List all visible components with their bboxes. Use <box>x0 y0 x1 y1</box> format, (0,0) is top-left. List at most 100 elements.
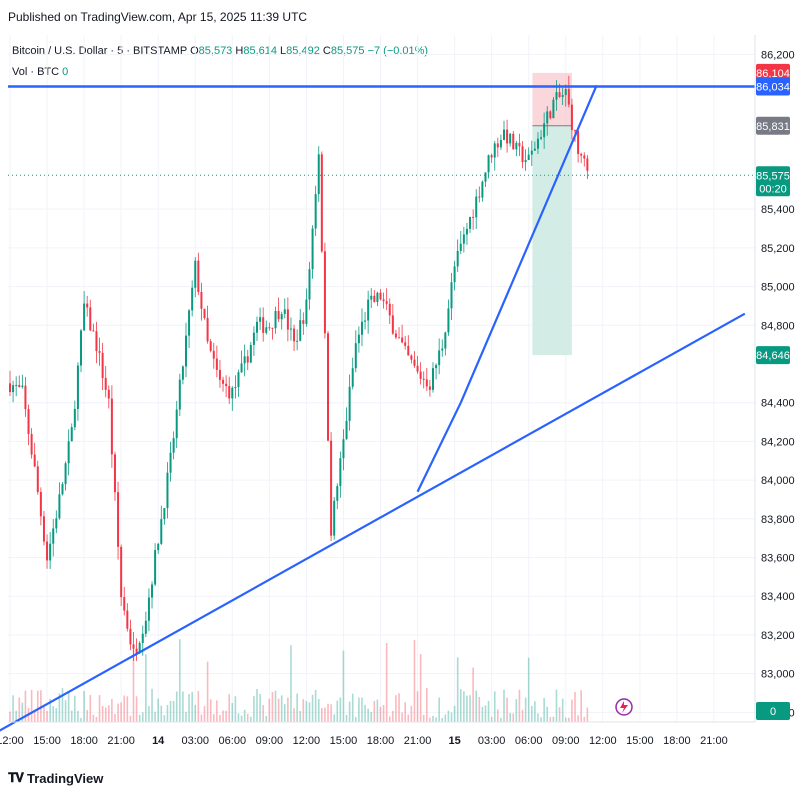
candle-body <box>493 143 496 158</box>
candle-body <box>444 332 447 349</box>
volume-bar <box>361 697 363 722</box>
candle-body <box>110 398 113 455</box>
volume-bar <box>30 689 33 722</box>
candle-body <box>274 310 277 329</box>
volume-bar <box>101 706 104 722</box>
candle-body <box>289 328 292 330</box>
volume-bar <box>385 643 388 722</box>
volume-bar <box>12 695 14 722</box>
candle-body <box>67 441 70 464</box>
candle-body <box>296 340 299 342</box>
candle-body <box>215 358 218 370</box>
candle-body <box>83 303 86 331</box>
volume-bar <box>540 717 542 722</box>
x-tick-label: 09:00 <box>256 735 284 747</box>
y-tick-label: 85,000 <box>761 282 795 294</box>
candle-body <box>249 344 252 363</box>
volume-bar <box>435 717 437 722</box>
volume-bar <box>466 695 468 722</box>
volume-bar <box>225 710 227 722</box>
candle-body <box>450 282 453 309</box>
volume-bar <box>447 710 450 722</box>
candle-body <box>283 309 286 315</box>
candle-body <box>280 314 283 320</box>
volume-bar <box>166 704 169 722</box>
candle-body <box>360 321 363 335</box>
volume-bar <box>330 704 332 722</box>
volume-bar <box>379 706 382 722</box>
price-badge <box>756 116 790 135</box>
volume-bar <box>132 647 135 722</box>
volume-bar <box>577 715 579 722</box>
volume-bar <box>345 714 348 722</box>
candle-body <box>188 310 191 336</box>
volume-bar <box>104 707 107 722</box>
footer-brand[interactable]: 𝐓𝐕 TradingView <box>8 770 103 786</box>
volume-bar <box>234 696 237 722</box>
candle-body <box>370 295 373 300</box>
replay-icon[interactable] <box>615 698 633 716</box>
candle-body <box>76 365 79 409</box>
volume-bar <box>484 705 487 722</box>
volume-bar <box>422 714 425 722</box>
candle-body <box>416 365 419 372</box>
candle-body <box>342 439 345 459</box>
candle-body <box>194 260 197 288</box>
volume-bar <box>49 698 51 722</box>
price-badge <box>756 166 790 197</box>
candle-body <box>327 333 330 441</box>
candle-body <box>132 644 135 649</box>
candle-body <box>333 500 336 536</box>
candle-body <box>484 172 487 182</box>
volume-bar <box>163 715 166 722</box>
candle-body <box>151 584 154 598</box>
volume-value: 0 <box>62 66 69 78</box>
candle-body <box>453 266 456 283</box>
countdown-label: 00:20 <box>759 183 787 195</box>
candle-body <box>459 243 462 251</box>
volume-bar <box>219 714 221 722</box>
candle-body <box>52 528 55 544</box>
x-tick-label: 21:00 <box>700 735 728 747</box>
price-badge <box>756 63 790 82</box>
candle-body <box>46 541 49 561</box>
volume-bar <box>463 691 465 722</box>
stop-loss-zone <box>532 72 572 126</box>
candle-body <box>518 142 521 147</box>
volume-bar <box>246 713 249 722</box>
volume-bar <box>24 690 27 722</box>
y-tick-label: 84,000 <box>761 475 795 487</box>
candle-body <box>191 287 194 311</box>
volume-bar <box>157 698 159 722</box>
volume-bar <box>478 697 481 722</box>
trendline[interactable] <box>0 312 746 732</box>
volume-bar <box>160 705 163 722</box>
volume-bar <box>138 714 141 722</box>
volume-bar <box>376 699 379 722</box>
drawings[interactable] <box>0 84 755 732</box>
candle-body <box>509 133 512 144</box>
candle-body <box>555 92 558 100</box>
candle-body <box>209 341 212 351</box>
volume-bar <box>506 697 508 722</box>
volume-bar <box>274 690 277 722</box>
candle-body <box>147 597 150 621</box>
volume-bar <box>216 700 218 722</box>
volume-bar <box>268 698 271 722</box>
volume-bar <box>203 706 206 722</box>
trendline[interactable] <box>459 84 598 404</box>
trendline[interactable] <box>416 402 462 493</box>
volume-bar <box>231 702 234 722</box>
candle-body <box>475 196 478 218</box>
x-tick-label: 18:00 <box>367 735 395 747</box>
low-label: L <box>280 45 287 57</box>
candle-body <box>540 137 543 139</box>
candle-body <box>317 154 320 195</box>
volume-bar <box>370 712 373 722</box>
candle-body <box>305 299 308 324</box>
candle-body <box>265 327 268 333</box>
candle-body <box>228 386 231 399</box>
candle-body <box>36 466 39 493</box>
